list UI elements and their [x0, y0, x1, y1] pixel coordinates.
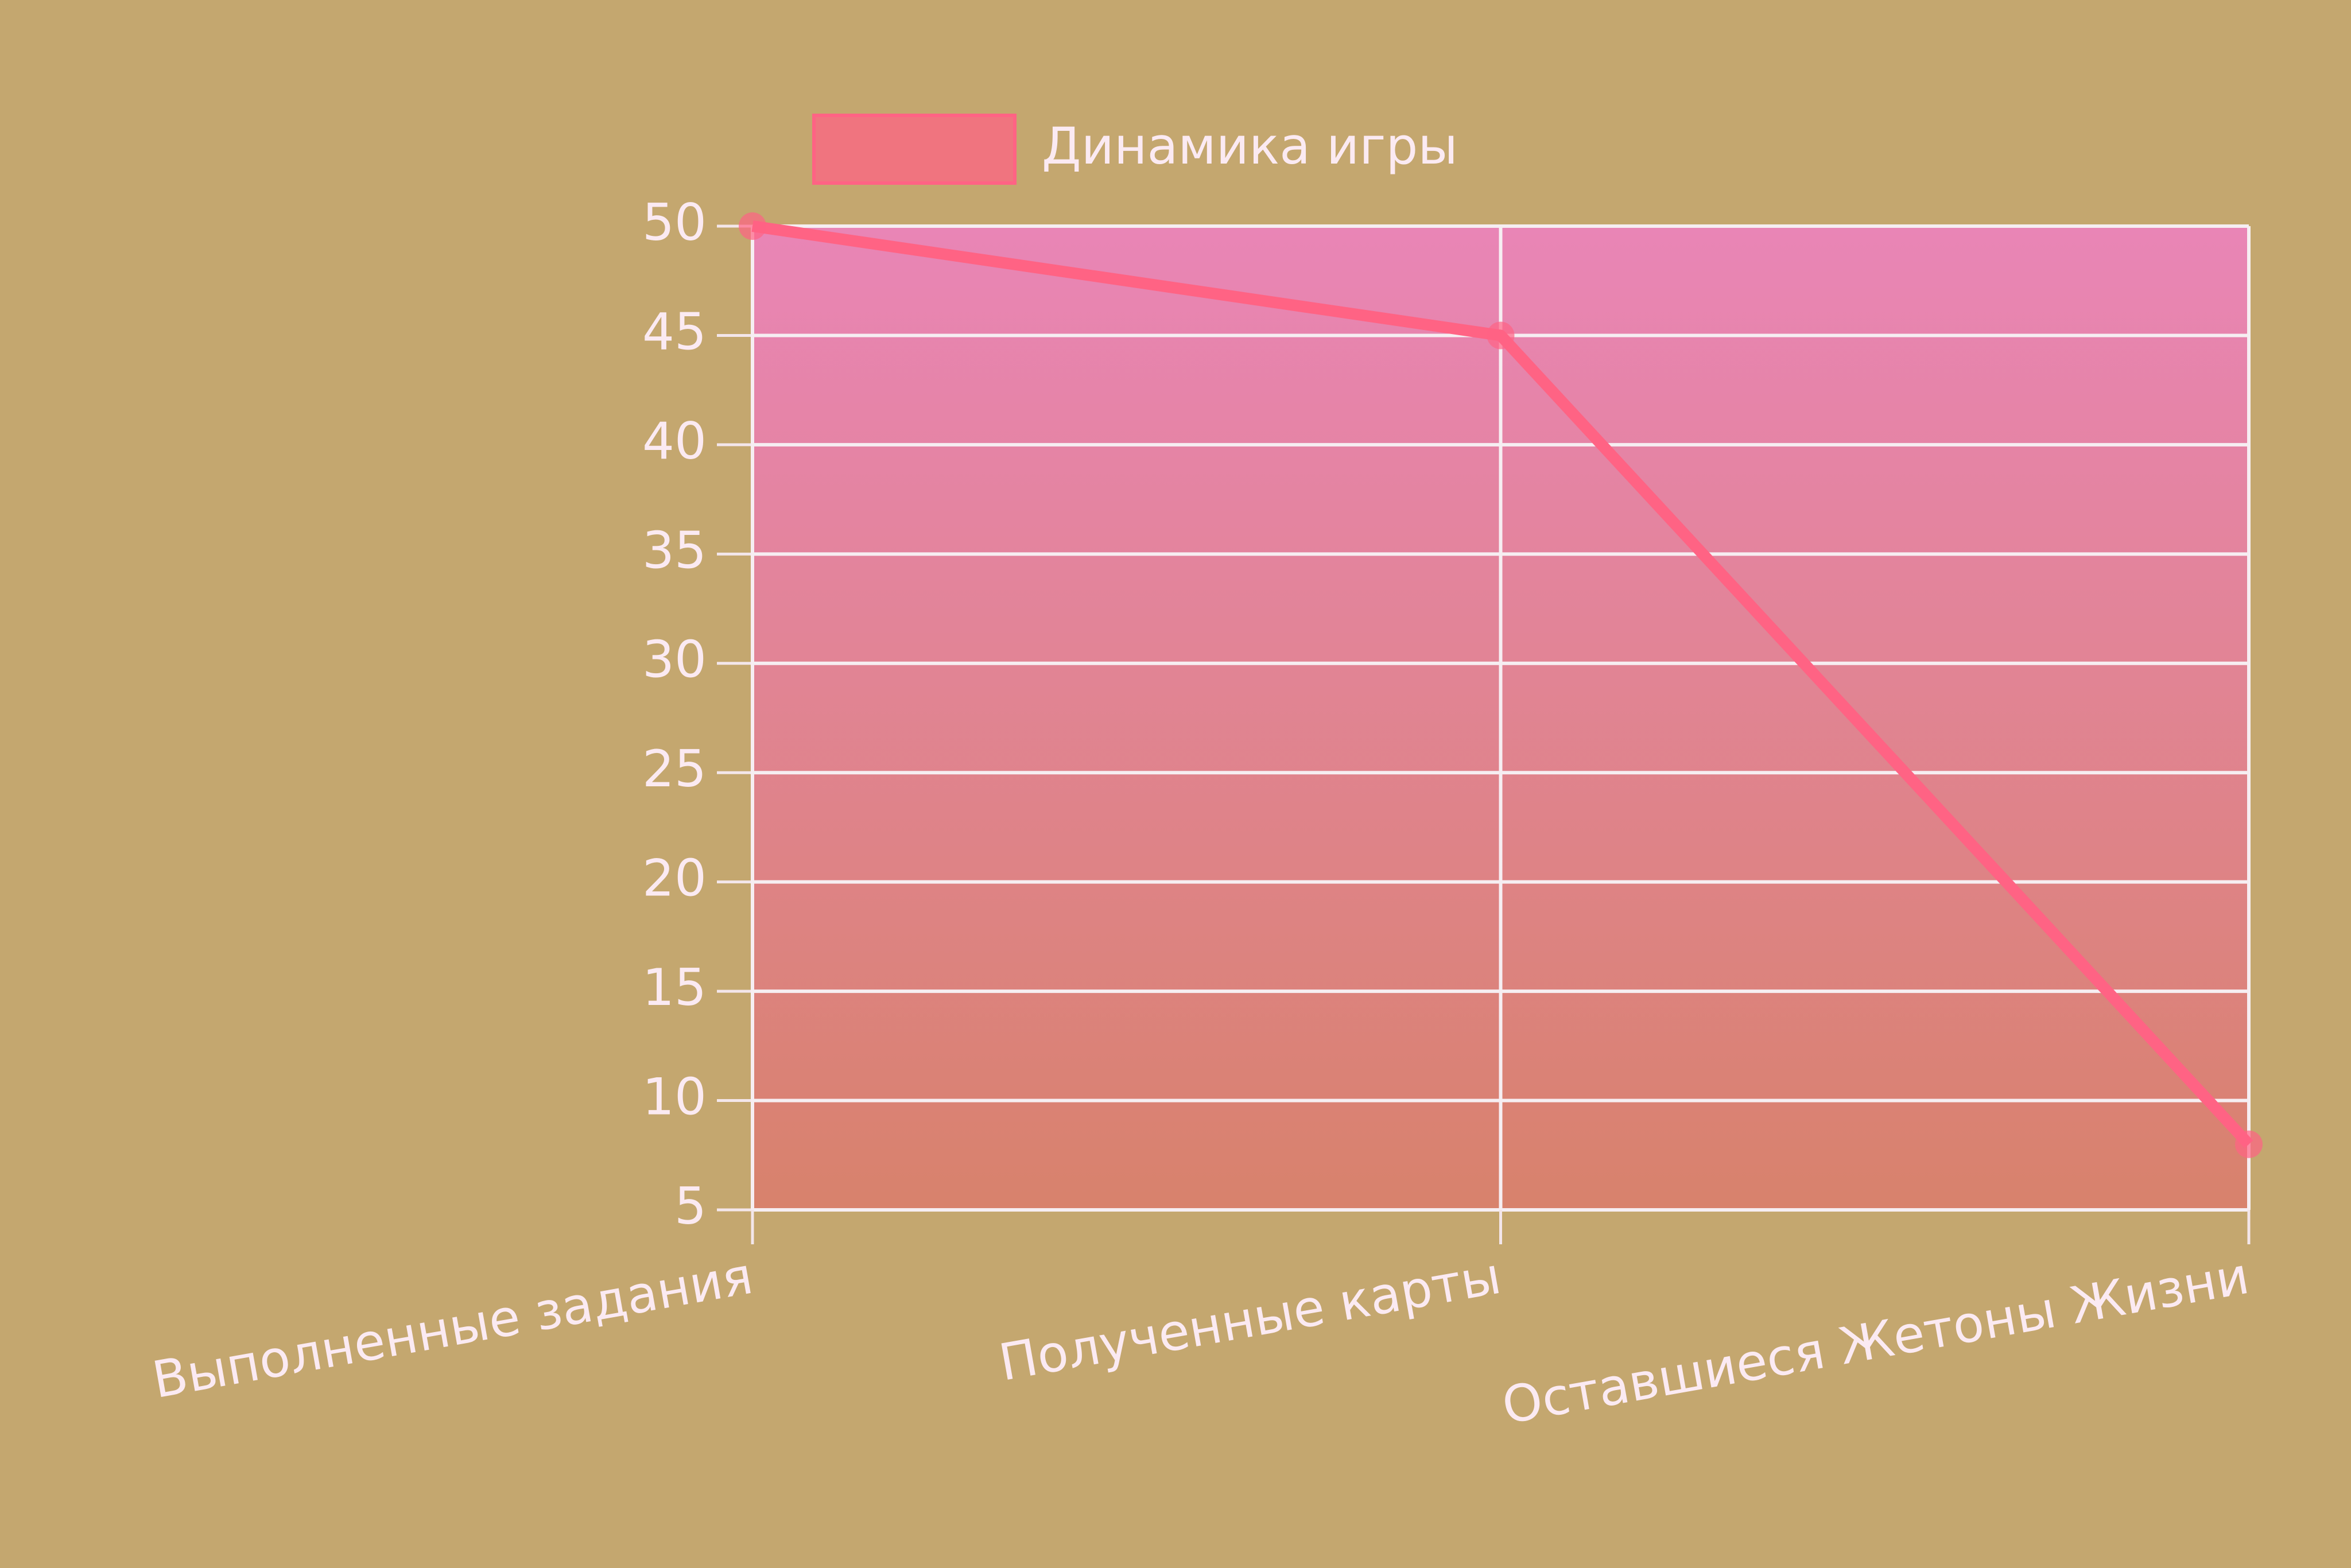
- y-tick-label: 35: [642, 521, 707, 580]
- y-tick-label: 20: [642, 849, 707, 908]
- data-point: [739, 212, 766, 240]
- data-point: [1487, 321, 1515, 350]
- y-tick-label: 15: [642, 958, 707, 1017]
- x-tick-label: Полученные карты: [995, 1246, 1505, 1392]
- y-tick-label: 30: [642, 630, 707, 689]
- y-tick-label: 45: [642, 302, 707, 361]
- x-tick-label: Выполненные задания: [148, 1246, 757, 1410]
- y-tick-label: 5: [674, 1177, 707, 1236]
- y-tick-label: 40: [642, 412, 707, 471]
- x-tick-label: Оставшиеся Жетоны Жизни: [1498, 1246, 2253, 1435]
- y-tick-label: 25: [642, 739, 707, 798]
- data-point: [2235, 1130, 2263, 1158]
- y-tick-label: 50: [642, 193, 707, 252]
- legend-label: Динамика игры: [1042, 117, 1458, 176]
- y-tick-label: 10: [642, 1067, 707, 1126]
- legend-swatch: [812, 114, 1017, 185]
